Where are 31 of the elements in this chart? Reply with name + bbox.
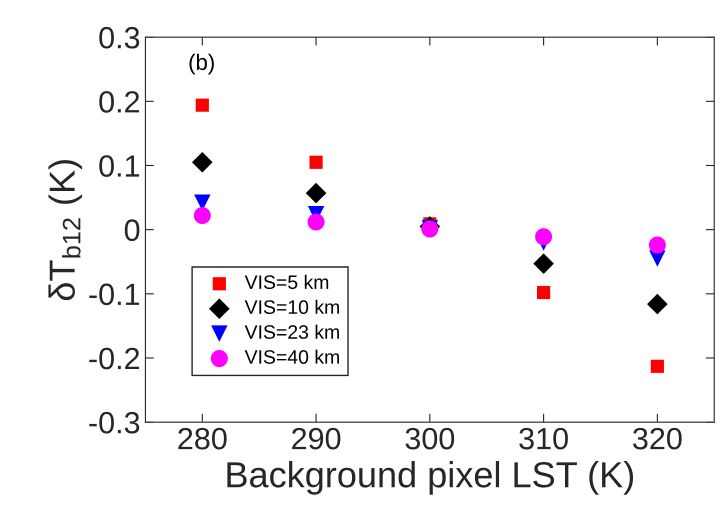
- legend-label: VIS=5 km: [244, 274, 328, 290]
- x-tick-label: 320: [633, 428, 682, 450]
- point: [308, 213, 325, 230]
- y-tick-label: 0.3: [99, 26, 140, 49]
- y-tick-label: 0.1: [99, 155, 140, 177]
- point: [650, 360, 664, 373]
- point: [533, 253, 554, 274]
- legend-label: VIS=10 km: [244, 300, 339, 314]
- point: [535, 228, 552, 246]
- y-tick-label: -0.2: [89, 348, 140, 370]
- point: [306, 182, 326, 204]
- x-tick-label: 300: [406, 428, 454, 450]
- y-axis-title: δT$_{b12}$ (K): [48, 160, 82, 300]
- y-tick-label: 0: [124, 219, 140, 242]
- point: [647, 294, 668, 314]
- point: [192, 152, 213, 173]
- x-tick-label: 310: [519, 428, 568, 450]
- point: [196, 98, 209, 112]
- point: [309, 156, 323, 169]
- annotation: (b): [189, 54, 214, 74]
- legend-label: VIS=40 km: [244, 350, 339, 364]
- point: [648, 236, 666, 254]
- point: [194, 207, 211, 224]
- x-axis-title: Background pixel LST (K): [227, 461, 634, 495]
- y-tick-label: -0.1: [89, 284, 140, 306]
- y-tick-label: 0.2: [99, 91, 140, 113]
- legend-label: VIS=23 km: [244, 324, 339, 339]
- point: [537, 286, 550, 300]
- y-tick-label: -0.3: [89, 412, 140, 434]
- x-tick-label: 290: [292, 428, 340, 450]
- x-tick-label: 280: [178, 428, 227, 450]
